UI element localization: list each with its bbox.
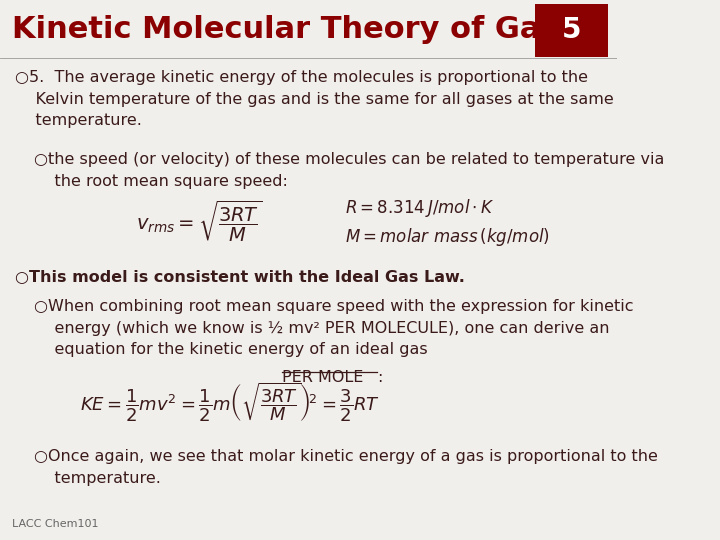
Text: ○the speed (or velocity) of these molecules can be related to temperature via
  : ○the speed (or velocity) of these molecu… bbox=[34, 152, 665, 189]
Text: ○When combining root mean square speed with the expression for kinetic
    energ: ○When combining root mean square speed w… bbox=[34, 299, 634, 357]
Text: ○This model is consistent with the Ideal Gas Law.: ○This model is consistent with the Ideal… bbox=[15, 270, 465, 285]
Text: $R = 8.314\,J / mol \cdot K$: $R = 8.314\,J / mol \cdot K$ bbox=[346, 197, 495, 219]
Text: :: : bbox=[377, 370, 383, 385]
Text: PER MOLE: PER MOLE bbox=[282, 370, 364, 385]
Text: ○Once again, we see that molar kinetic energy of a gas is proportional to the
  : ○Once again, we see that molar kinetic e… bbox=[34, 449, 658, 486]
Text: Kinetic Molecular Theory of Gases: Kinetic Molecular Theory of Gases bbox=[12, 15, 598, 44]
Text: $KE = \dfrac{1}{2}mv^2 = \dfrac{1}{2}m\left(\sqrt{\dfrac{3RT}{M}}\right)^{\!2} =: $KE = \dfrac{1}{2}mv^2 = \dfrac{1}{2}m\l… bbox=[80, 381, 380, 424]
Text: LACC Chem101: LACC Chem101 bbox=[12, 519, 99, 529]
Text: ○5.  The average kinetic energy of the molecules is proportional to the
    Kelv: ○5. The average kinetic energy of the mo… bbox=[15, 70, 614, 129]
Text: 5: 5 bbox=[562, 16, 582, 44]
Text: $v_{rms} = \sqrt{\dfrac{3RT}{M}}$: $v_{rms} = \sqrt{\dfrac{3RT}{M}}$ bbox=[136, 199, 263, 244]
FancyBboxPatch shape bbox=[536, 4, 608, 57]
Text: $M = molar\ mass\,(kg / mol)$: $M = molar\ mass\,(kg / mol)$ bbox=[346, 226, 550, 247]
